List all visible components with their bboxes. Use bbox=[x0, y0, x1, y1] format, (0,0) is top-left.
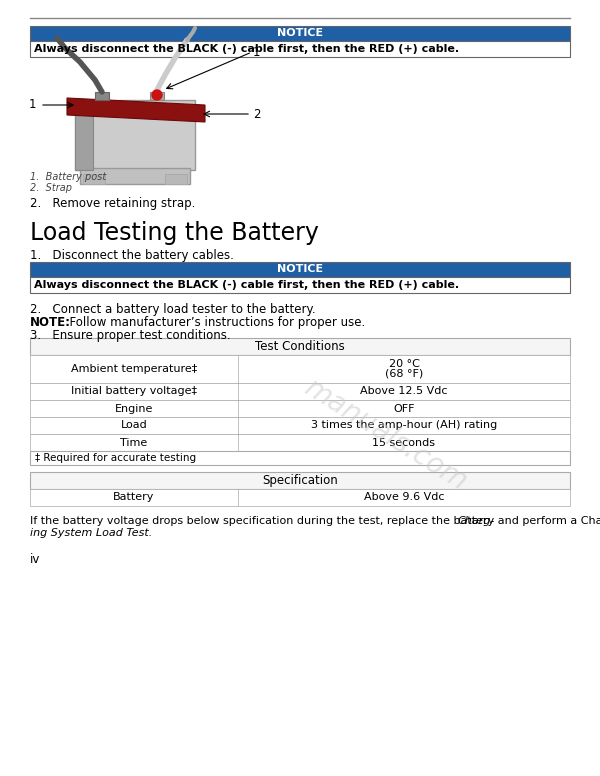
Text: 1.   Disconnect the battery cables.: 1. Disconnect the battery cables. bbox=[30, 249, 234, 262]
Text: If the battery voltage drops below specification during the test, replace the ba: If the battery voltage drops below speci… bbox=[30, 516, 600, 526]
Text: iv: iv bbox=[30, 553, 40, 566]
Bar bbox=[30, 489, 570, 506]
Text: 1: 1 bbox=[253, 46, 260, 58]
Text: Engine: Engine bbox=[115, 404, 153, 414]
Text: NOTICE: NOTICE bbox=[277, 265, 323, 275]
Bar bbox=[30, 451, 570, 465]
Text: Above 9.6 Vdc: Above 9.6 Vdc bbox=[364, 493, 444, 503]
Text: NOTICE: NOTICE bbox=[277, 29, 323, 39]
Text: 3 times the amp-hour (AH) rating: 3 times the amp-hour (AH) rating bbox=[311, 421, 497, 431]
Text: Test Conditions: Test Conditions bbox=[255, 340, 345, 353]
Bar bbox=[165, 174, 187, 184]
Text: 20 °C: 20 °C bbox=[389, 359, 419, 369]
Text: 2.   Remove retaining strap.: 2. Remove retaining strap. bbox=[30, 197, 196, 210]
Bar bbox=[80, 168, 190, 184]
Text: 1.  Battery post: 1. Battery post bbox=[30, 172, 106, 182]
Bar bbox=[95, 92, 109, 100]
Bar bbox=[83, 174, 105, 184]
Text: Battery: Battery bbox=[113, 493, 155, 503]
Text: 15 seconds: 15 seconds bbox=[373, 438, 436, 448]
Bar bbox=[30, 355, 570, 383]
Text: 1: 1 bbox=[29, 99, 36, 112]
Text: NOTE:: NOTE: bbox=[30, 316, 71, 329]
Text: Always disconnect the BLACK (-) cable first, then the RED (+) cable.: Always disconnect the BLACK (-) cable fi… bbox=[34, 44, 459, 54]
Circle shape bbox=[152, 90, 162, 100]
Bar bbox=[30, 400, 570, 417]
Bar bbox=[30, 262, 570, 277]
Text: ing System Load Test.: ing System Load Test. bbox=[30, 528, 152, 538]
Text: OFF: OFF bbox=[393, 404, 415, 414]
Bar bbox=[75, 100, 195, 170]
Text: Load: Load bbox=[121, 421, 148, 431]
Text: Load Testing the Battery: Load Testing the Battery bbox=[30, 221, 319, 245]
Text: Charg-: Charg- bbox=[458, 516, 496, 526]
Text: Follow manufacturer’s instructions for proper use.: Follow manufacturer’s instructions for p… bbox=[62, 316, 365, 329]
Bar bbox=[30, 383, 570, 400]
Text: 2: 2 bbox=[253, 108, 260, 120]
Bar bbox=[30, 338, 570, 355]
Text: 3.   Ensure proper test conditions.: 3. Ensure proper test conditions. bbox=[30, 329, 230, 342]
Text: Above 12.5 Vdc: Above 12.5 Vdc bbox=[360, 386, 448, 397]
Polygon shape bbox=[67, 98, 205, 122]
Text: 2.   Connect a battery load tester to the battery.: 2. Connect a battery load tester to the … bbox=[30, 303, 316, 316]
Bar bbox=[30, 41, 570, 57]
Bar bbox=[150, 92, 164, 100]
Text: ‡ Required for accurate testing: ‡ Required for accurate testing bbox=[35, 453, 196, 463]
Text: (68 °F): (68 °F) bbox=[385, 369, 423, 379]
Bar bbox=[30, 26, 570, 41]
Bar bbox=[30, 434, 570, 451]
Text: Time: Time bbox=[121, 438, 148, 448]
Text: Always disconnect the BLACK (-) cable first, then the RED (+) cable.: Always disconnect the BLACK (-) cable fi… bbox=[34, 280, 459, 290]
Bar bbox=[30, 472, 570, 489]
Text: Ambient temperature‡: Ambient temperature‡ bbox=[71, 364, 197, 374]
Bar bbox=[75, 100, 93, 170]
Text: 2.  Strap: 2. Strap bbox=[30, 183, 72, 193]
Text: manuals.com: manuals.com bbox=[298, 373, 472, 496]
Text: Initial battery voltage‡: Initial battery voltage‡ bbox=[71, 386, 197, 397]
Text: Specification: Specification bbox=[262, 474, 338, 487]
Bar bbox=[30, 417, 570, 434]
Bar bbox=[30, 277, 570, 293]
